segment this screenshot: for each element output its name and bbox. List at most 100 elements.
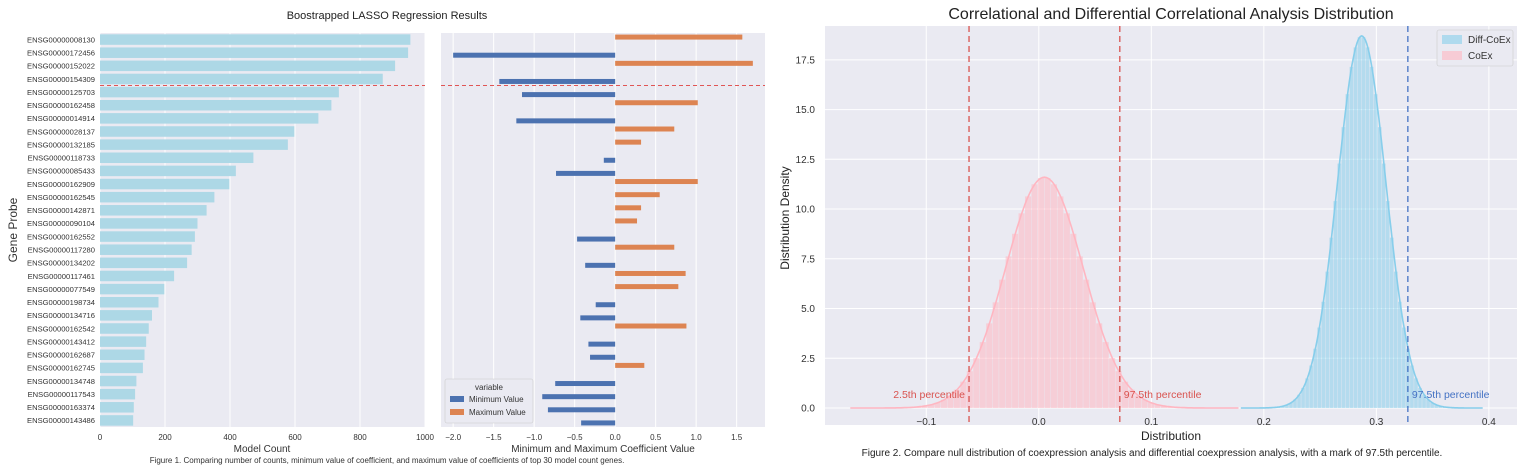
- gridlines: [99, 33, 426, 427]
- histogram-bar: [1325, 271, 1330, 408]
- x-tick-label: 0.0: [1032, 417, 1046, 428]
- gene-label: ENSG00000162545: [27, 193, 95, 202]
- histogram-bar: [960, 381, 967, 408]
- gridlines: [452, 33, 738, 427]
- histogram-bar: [1285, 404, 1289, 408]
- bar-ENSG00000162745: [100, 362, 143, 374]
- histogram-bar: [1160, 406, 1167, 408]
- histogram-bar: [1096, 323, 1103, 408]
- gene-label: ENSG00000077549: [27, 285, 95, 294]
- y-tick-label: 15.0: [796, 105, 816, 116]
- bar-ENSG00000198734: [100, 296, 159, 308]
- min-value-bar: [585, 262, 616, 268]
- legend-title: variable: [475, 383, 504, 392]
- legend-label-coex: CoEx: [1468, 51, 1492, 62]
- histogram-bar: [1377, 127, 1382, 409]
- histogram-bar: [1313, 348, 1317, 408]
- histogram-bar: [1083, 279, 1090, 408]
- min-value-bar: [556, 170, 616, 176]
- histogram-bar: [1018, 213, 1025, 408]
- bar-ENSG00000172456: [100, 47, 409, 58]
- histogram-bar: [927, 404, 935, 408]
- gene-label: ENSG00000143486: [27, 416, 95, 425]
- bar-ENSG00000163374: [100, 402, 134, 413]
- min-value-bar: [453, 52, 616, 58]
- histogram-bar: [1438, 406, 1442, 408]
- gene-label: ENSG00000162542: [27, 324, 95, 333]
- min-value-bar: [588, 341, 616, 347]
- legend-box: [444, 378, 534, 424]
- bar-ENSG00000152022: [100, 60, 396, 72]
- legend: variable Minimum Value Maximum Value: [444, 378, 534, 424]
- x-tick-label: −0.5: [567, 433, 583, 442]
- x-tick-label: 200: [158, 433, 172, 442]
- gene-label: ENSG00000162909: [27, 180, 95, 189]
- histogram-bar: [1154, 404, 1161, 408]
- bar-ENSG00000132185: [100, 139, 288, 150]
- histogram-bar: [979, 342, 986, 408]
- percentile-lines: 2.5th percentile 97.5th percentile 97.5th …: [893, 26, 1490, 425]
- x-tick-labels: −0.1 0.0 0.1 0.2 0.3 0.4: [916, 417, 1496, 428]
- distribution-panel: 2.5th percentile 97.5th percentile 97.5th …: [778, 26, 1517, 443]
- min-value-bar: [603, 157, 616, 163]
- x-tick-label: −2.0: [445, 433, 461, 442]
- bars: [453, 34, 753, 426]
- gene-label: ENSG00000162552: [27, 232, 95, 241]
- histogram-bar: [1329, 237, 1334, 408]
- x-tick-label: 1000: [416, 433, 434, 442]
- percentile-label: 97.5th percentile: [1124, 389, 1202, 401]
- model-count-panel: ENSG00000008130 ENSG00000172456 ENSG000001…: [6, 33, 434, 455]
- bar-ENSG00000134748: [100, 375, 137, 387]
- legend-label-diff-coex: Diff-CoEx: [1468, 35, 1511, 46]
- histogram-bar: [1426, 399, 1430, 408]
- left-figure-caption: Figure 1. Comparing number of counts, mi…: [150, 456, 625, 465]
- histogram-bar: [1333, 201, 1338, 408]
- max-value-bar: [615, 244, 675, 250]
- gene-label: ENSG00000172456: [27, 49, 95, 58]
- gene-label: ENSG00000143412: [27, 337, 95, 346]
- percentile-label: 2.5th percentile: [893, 389, 965, 401]
- min-value-bar: [581, 420, 616, 426]
- bar-ENSG00000162542: [100, 323, 149, 334]
- max-value-bar: [615, 270, 686, 276]
- histogram-bar: [1063, 213, 1070, 408]
- legend-label-minimum: Minimum Value: [469, 395, 524, 404]
- right-figure-caption: Figure 2. Compare null distribution of c…: [862, 448, 1443, 459]
- y-tick-label: 17.5: [796, 55, 816, 66]
- histogram-bar: [934, 402, 941, 408]
- histogram-bar: [1369, 66, 1374, 409]
- histogram-bar: [1422, 394, 1426, 408]
- bar-ENSG00000117543: [100, 388, 136, 400]
- bar-ENSG00000014914: [100, 113, 319, 124]
- bars: [100, 34, 411, 426]
- histogram-bar: [1128, 389, 1135, 408]
- bar-ENSG00000090104: [100, 218, 198, 229]
- histogram-bar: [1365, 47, 1370, 409]
- histogram-bar: [1044, 178, 1051, 408]
- right-figure-title: Correlational and Differential Correlati…: [948, 6, 1393, 23]
- x-tick-label: 0.3: [1369, 417, 1383, 428]
- histogram-bar: [1025, 196, 1032, 408]
- kde-curve-diff-coex: [1240, 35, 1483, 409]
- histogram-bar: [1293, 399, 1297, 408]
- histogram-bar: [1410, 365, 1414, 408]
- bar-ENSG00000085433: [100, 165, 236, 177]
- gene-label: ENSG00000008130: [27, 35, 95, 44]
- gene-label: ENSG00000090104: [27, 219, 95, 228]
- min-value-bar: [499, 78, 616, 84]
- gene-label: ENSG00000117461: [28, 272, 95, 281]
- histogram-bar: [1321, 301, 1326, 408]
- kde-curves: [850, 35, 1483, 409]
- bar-ENSG00000118733: [100, 152, 254, 164]
- x-tick-label: 0.5: [650, 433, 662, 442]
- legend-swatch-diff-coex: [1442, 35, 1462, 44]
- histogram-bar: [1297, 394, 1301, 408]
- max-value-bar: [615, 323, 687, 329]
- x-tick-label: 1.5: [731, 433, 743, 442]
- y-axis-label: Gene Probe: [6, 197, 20, 262]
- max-value-bar: [615, 126, 675, 132]
- histogram-bar: [1122, 381, 1129, 408]
- histogram-bar: [1430, 402, 1434, 408]
- histogram-bar: [1076, 256, 1083, 408]
- histogram-bar: [992, 302, 999, 408]
